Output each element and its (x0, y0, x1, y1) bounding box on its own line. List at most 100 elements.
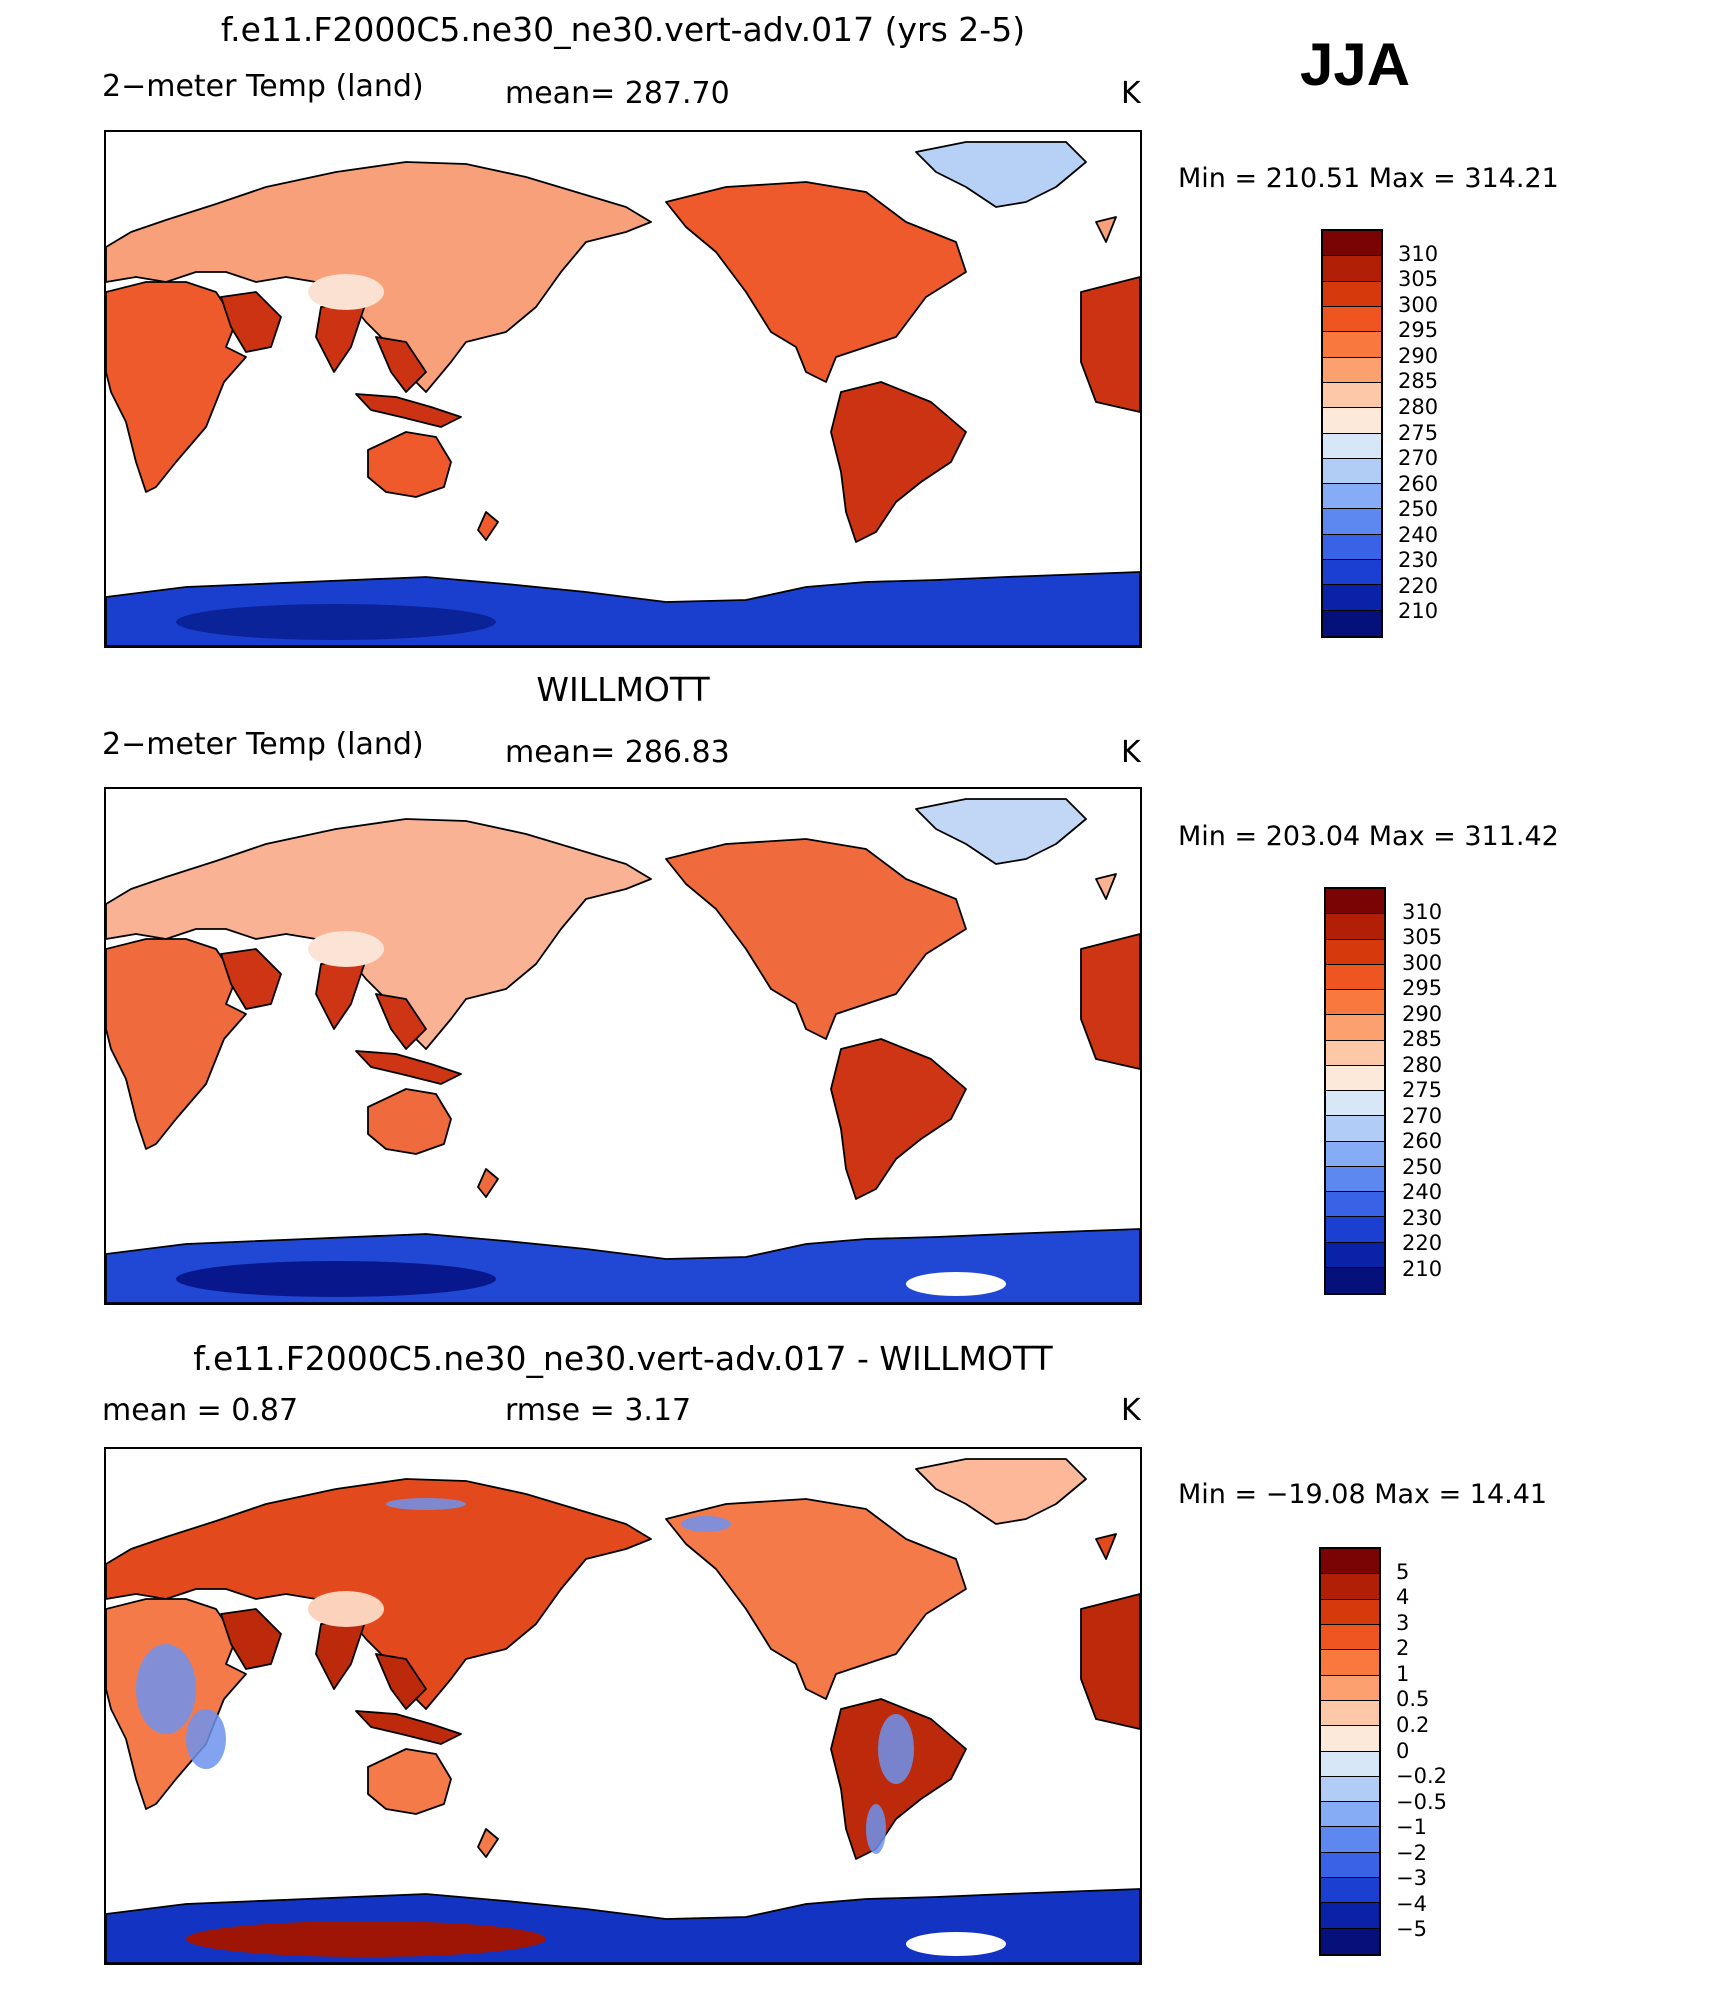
panel2-minmax: Min = 203.04 Max = 311.42 (1178, 821, 1559, 852)
anomaly-patch (386, 1498, 466, 1510)
colorbar-tick-label: 310 (1398, 241, 1439, 266)
landmass-westafrica (1080, 276, 1140, 413)
landmass-australia (367, 1748, 452, 1815)
landmass-samerica (830, 381, 967, 543)
colorbar-swatch (1326, 1242, 1384, 1268)
colorbar-swatch (1323, 610, 1381, 636)
panel2-colorbar (1324, 887, 1386, 1295)
landmass-india (315, 301, 367, 373)
panel1-mean-label: mean= 287.70 (505, 76, 730, 111)
colorbar-swatch (1326, 914, 1384, 940)
anomaly-patch (186, 1709, 226, 1769)
colorbar-tick-label: 210 (1398, 599, 1439, 624)
landmass-seasia (375, 1653, 427, 1710)
panel3-title: f.e11.F2000C5.ne30_ne30.vert-adv.017 - W… (193, 1339, 1053, 1378)
landmass-samerica (830, 1038, 967, 1200)
colorbar-swatch (1321, 1903, 1379, 1929)
colorbar-tick-label: 275 (1402, 1078, 1443, 1102)
landmass-uk (1095, 216, 1117, 243)
colorbar-tick-label: 260 (1398, 471, 1439, 496)
colorbar-tick-label: 295 (1398, 318, 1439, 343)
season-label: JJA (1300, 31, 1411, 98)
landmass-eurasia (106, 1478, 652, 1710)
colorbar-swatch (1321, 1700, 1379, 1727)
colorbar-tick-label: 285 (1398, 369, 1439, 394)
landmass-arabia (220, 291, 282, 353)
panel1-colorbar (1321, 229, 1383, 638)
colorbar-tick-label: −5 (1396, 1917, 1427, 1942)
colorbar-tick-label: 250 (1402, 1154, 1443, 1179)
landmass-indonesia (355, 1710, 462, 1745)
colorbar-swatch (1321, 1802, 1379, 1828)
colorbar-swatch (1323, 357, 1381, 383)
colorbar-tick-label: 290 (1398, 343, 1439, 368)
colorbar-swatch (1326, 1141, 1384, 1167)
colorbar-swatch (1321, 1928, 1379, 1954)
colorbar-tick-label: 0 (1396, 1738, 1410, 1763)
colorbar-swatch (1323, 408, 1381, 434)
anomaly-patch (878, 1714, 914, 1784)
colorbar-tick-label: 250 (1398, 497, 1439, 522)
colorbar-swatch (1326, 1015, 1384, 1041)
colorbar-swatch (1326, 964, 1384, 990)
colorbar-swatch (1323, 281, 1381, 307)
panel3-mean-label: mean = 0.87 (102, 1393, 299, 1428)
colorbar-tick-label: −4 (1396, 1891, 1427, 1916)
colorbar-tick-label: 305 (1398, 267, 1439, 292)
landmass-nz (477, 511, 499, 541)
landmass-namerica (665, 1498, 967, 1700)
colorbar-tick-label: 305 (1402, 925, 1443, 949)
panel1-variable-label: 2−meter Temp (land) (102, 69, 424, 104)
colorbar-swatch (1326, 889, 1384, 915)
panel2-title: WILLMOTT (536, 670, 710, 709)
colorbar-swatch (1326, 939, 1384, 965)
landmass-africa (106, 281, 247, 493)
colorbar-tick-label: 275 (1398, 420, 1439, 445)
landmass-indonesia (355, 1050, 462, 1085)
colorbar-swatch (1323, 585, 1381, 611)
colorbar-tick-label: 230 (1402, 1205, 1443, 1230)
colorbar-swatch (1321, 1878, 1379, 1904)
colorbar-tick-label: 3 (1396, 1610, 1410, 1635)
landmass-arabia (220, 948, 282, 1010)
colorbar-swatch (1323, 484, 1381, 510)
colorbar-tick-label: 270 (1402, 1103, 1443, 1128)
colorbar-swatch (1321, 1599, 1379, 1625)
antarctica-interior (186, 1921, 546, 1957)
panel3-unit-label: K (1121, 1393, 1141, 1428)
landmass-westafrica (1080, 1593, 1140, 1730)
colorbar-swatch (1323, 534, 1381, 561)
colorbar-tick-label: 220 (1398, 573, 1439, 598)
colorbar-swatch (1326, 990, 1384, 1016)
panel1-title: f.e11.F2000C5.ne30_ne30.vert-adv.017 (yr… (220, 10, 1026, 49)
colorbar-swatch (1326, 1267, 1384, 1293)
colorbar-tick-label: 260 (1402, 1129, 1443, 1153)
landmass-australia (367, 431, 452, 498)
landmass-uk (1095, 873, 1117, 900)
colorbar-tick-label: 210 (1402, 1256, 1443, 1281)
colorbar-swatch (1321, 1624, 1379, 1651)
missing-data-region (906, 1272, 1006, 1296)
panel1-unit-label: K (1121, 76, 1141, 111)
colorbar-swatch (1323, 256, 1381, 282)
colorbar-tick-label: 2 (1396, 1636, 1410, 1661)
colorbar-tick-label: 5 (1396, 1559, 1410, 1584)
panel3-minmax: Min = −19.08 Max = 14.41 (1178, 1479, 1548, 1510)
landmass-westafrica (1080, 933, 1140, 1070)
anomaly-patch (866, 1804, 886, 1854)
colorbar-tick-label: −0.2 (1396, 1764, 1447, 1789)
landmass-uk (1095, 1533, 1117, 1560)
landmass-greenland (915, 141, 1087, 208)
colorbar-swatch (1323, 332, 1381, 358)
landmass-nz (477, 1828, 499, 1858)
panel2-mean-label: mean= 286.83 (505, 735, 730, 770)
plateau-region (308, 274, 384, 310)
colorbar-swatch (1321, 1650, 1379, 1676)
antarctica-interior (176, 1261, 496, 1297)
colorbar-swatch (1323, 306, 1381, 333)
antarctica-interior (176, 604, 496, 640)
colorbar-tick-label: 240 (1402, 1180, 1443, 1204)
panel2-unit-label: K (1121, 735, 1141, 770)
colorbar-swatch (1321, 1574, 1379, 1600)
colorbar-swatch (1326, 1116, 1384, 1142)
